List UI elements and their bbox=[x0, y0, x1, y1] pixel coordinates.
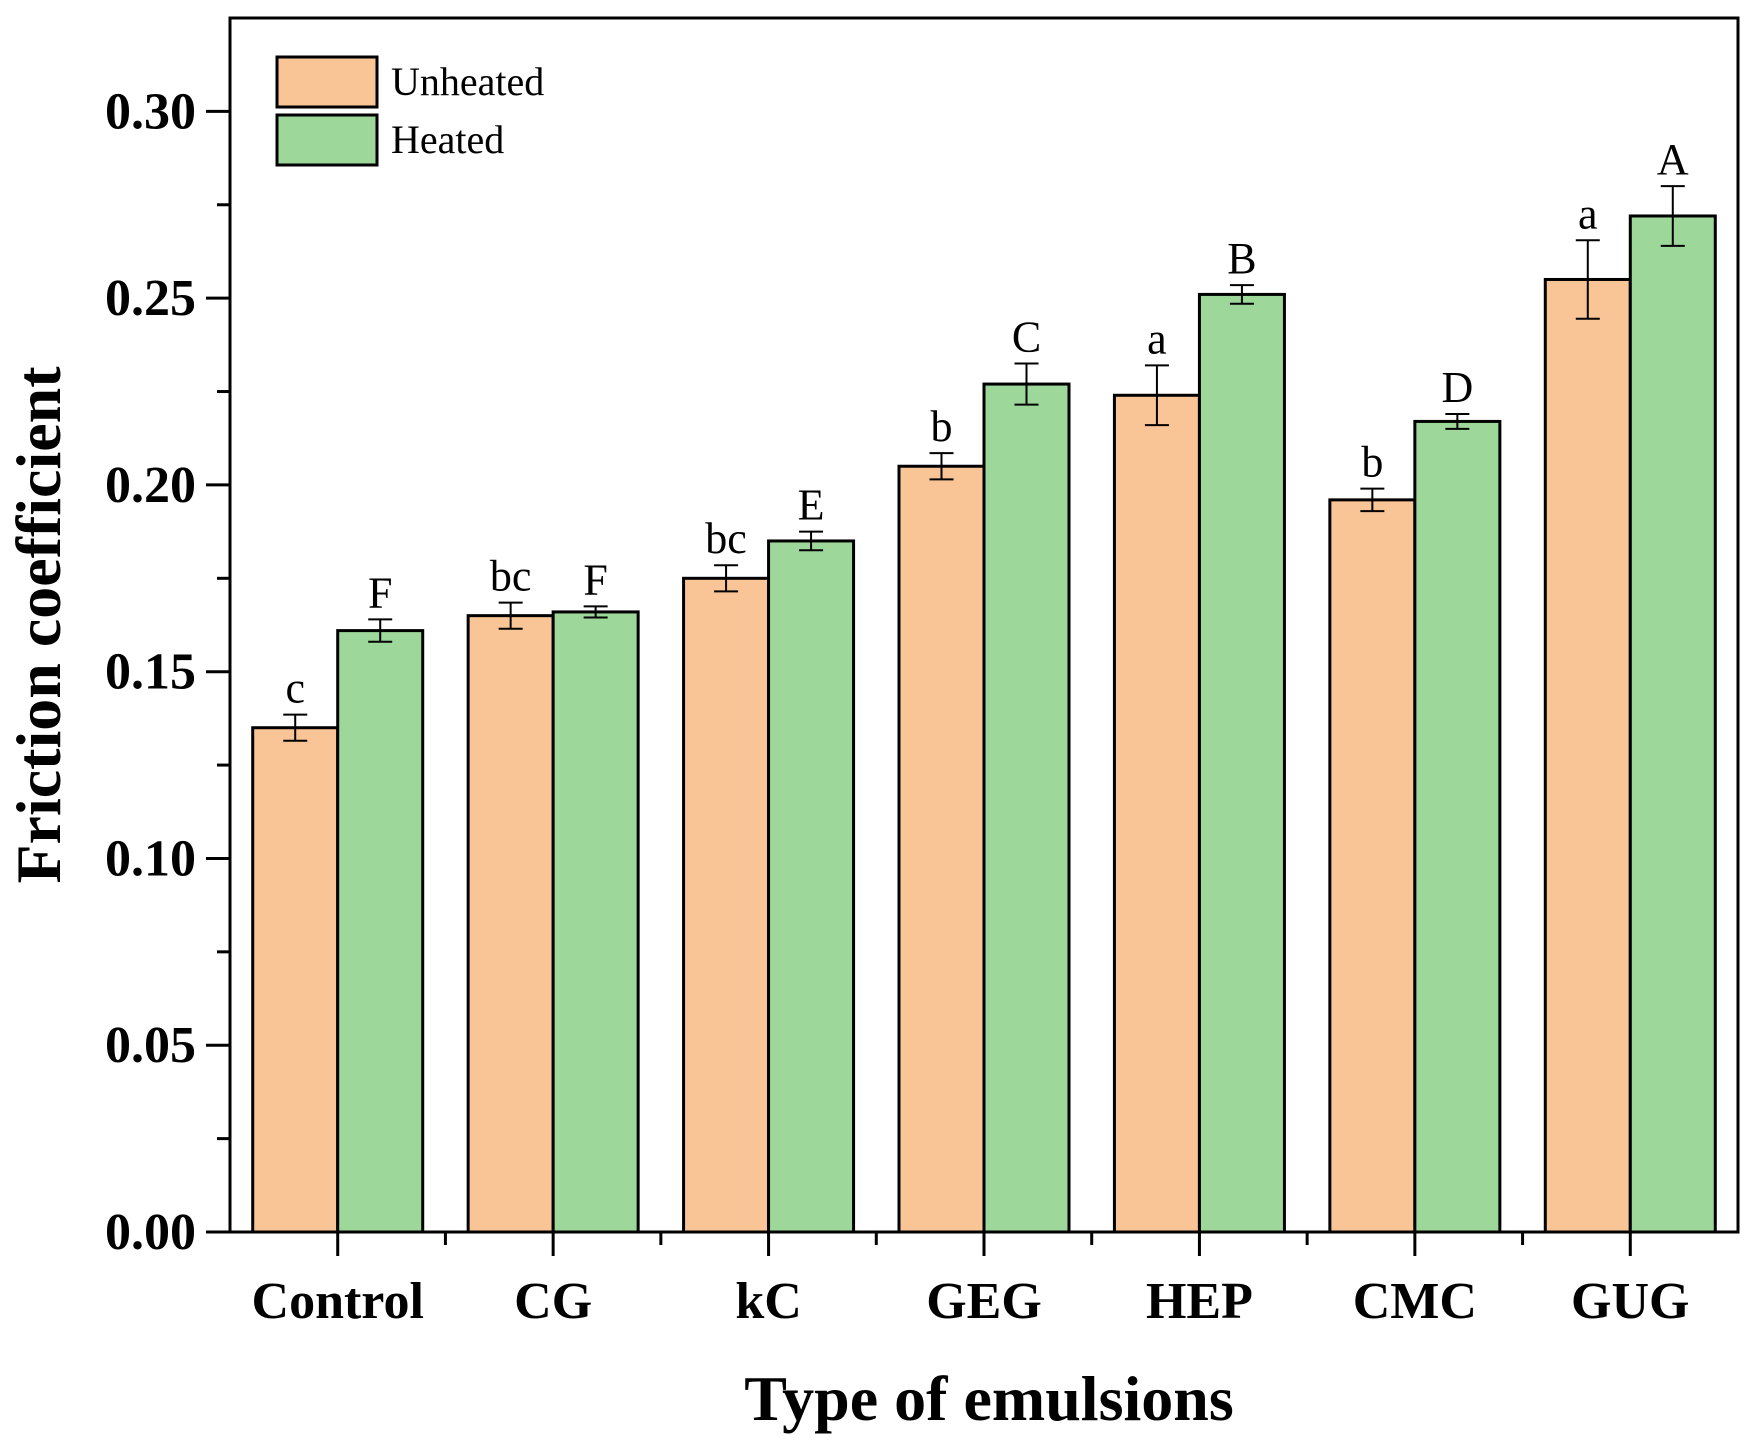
bar-unheated-gug bbox=[1543, 277, 1632, 1234]
bars-layer bbox=[251, 214, 1717, 1234]
bar-heated-gug bbox=[1628, 214, 1717, 1234]
y-tick-label: 0.25 bbox=[105, 270, 196, 327]
significance-label: F bbox=[368, 568, 392, 617]
y-tick-label: 0.15 bbox=[105, 644, 196, 701]
bar-unheated-cg bbox=[466, 614, 555, 1234]
y-tick-label: 0.00 bbox=[105, 1204, 196, 1261]
bar-unheated-cmc bbox=[1328, 498, 1417, 1234]
legend-label-unheated: Unheated bbox=[391, 59, 544, 104]
legend-swatch-unheated bbox=[275, 55, 379, 109]
bar-unheated-geg bbox=[897, 464, 986, 1234]
significance-label: b bbox=[1361, 438, 1383, 487]
significance-label: F bbox=[583, 555, 607, 604]
significance-label: c bbox=[285, 664, 305, 713]
x-category-label: CMC bbox=[1353, 1273, 1477, 1330]
x-category-label: Control bbox=[252, 1273, 424, 1330]
x-axis-title: Type of emulsions bbox=[744, 1363, 1234, 1434]
significance-labels: c F bc Fbc Eb C a Bb Da A bbox=[285, 135, 1688, 713]
significance-label: bc bbox=[705, 514, 747, 563]
significance-label: a bbox=[1147, 314, 1167, 363]
axes: 0.00 0.05 0.10 0.15 0.20 0.25 0.30 Control CG kC G… bbox=[105, 83, 1690, 1330]
bar-heated-control bbox=[336, 629, 425, 1234]
bar-heated-geg bbox=[982, 382, 1071, 1234]
y-tick-label: 0.30 bbox=[105, 83, 196, 140]
x-category-label: kC bbox=[735, 1273, 801, 1330]
y-axis-title: Friction coefficient bbox=[3, 366, 74, 884]
y-tick-label: 0.05 bbox=[105, 1017, 196, 1074]
significance-label: a bbox=[1578, 189, 1598, 238]
bar-heated-cmc bbox=[1413, 419, 1502, 1234]
bar-unheated-kc bbox=[682, 576, 771, 1234]
y-tick-label: 0.20 bbox=[105, 457, 196, 514]
significance-label: D bbox=[1441, 363, 1473, 412]
significance-label: bc bbox=[490, 552, 532, 601]
significance-label: B bbox=[1227, 234, 1256, 283]
errorbar-layer bbox=[283, 185, 1685, 742]
legend-swatch-heated bbox=[275, 113, 379, 167]
y-tick-label: 0.10 bbox=[105, 830, 196, 887]
bar-heated-kc bbox=[767, 539, 856, 1234]
x-category-label: HEP bbox=[1146, 1273, 1253, 1330]
significance-label: A bbox=[1657, 135, 1689, 184]
bar-heated-hep bbox=[1197, 292, 1286, 1234]
legend: Unheated Heated bbox=[275, 55, 544, 167]
bar-unheated-hep bbox=[1112, 393, 1201, 1234]
x-category-label: CG bbox=[514, 1273, 592, 1330]
bar-unheated-control bbox=[251, 726, 340, 1234]
x-category-label: GUG bbox=[1571, 1273, 1689, 1330]
significance-label: E bbox=[798, 481, 825, 530]
legend-label-heated: Heated bbox=[391, 117, 504, 162]
bar-heated-cg bbox=[551, 610, 640, 1234]
x-category-label: GEG bbox=[926, 1273, 1042, 1330]
significance-label: C bbox=[1012, 313, 1041, 362]
significance-label: b bbox=[931, 402, 953, 451]
